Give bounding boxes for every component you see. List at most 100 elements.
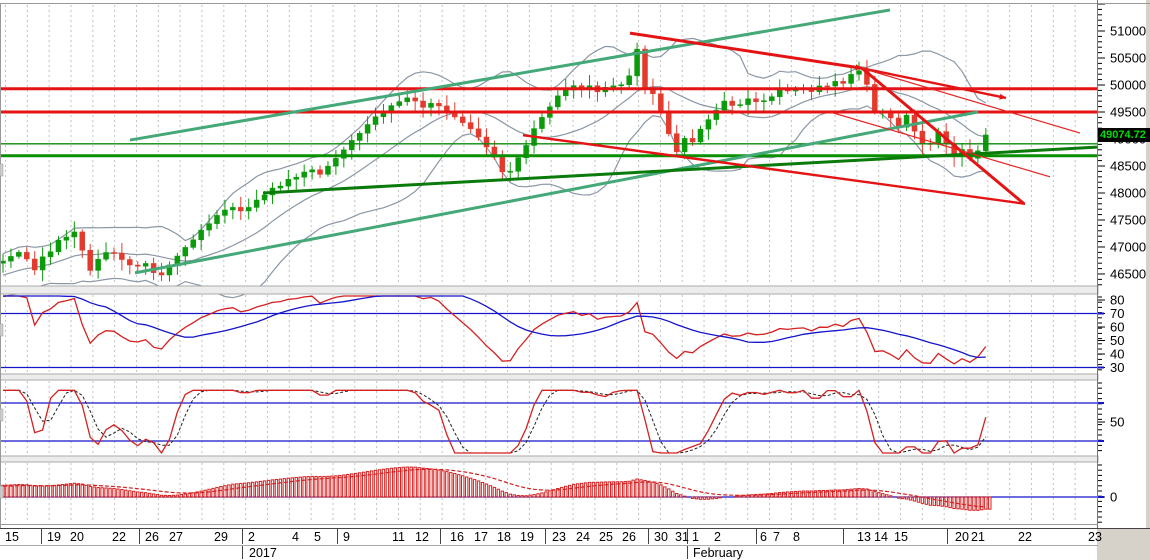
- macd-bar: [809, 490, 814, 498]
- macd-bar: [480, 481, 485, 498]
- macd-bar: [801, 490, 806, 498]
- axis-label: 19: [47, 530, 61, 544]
- axis-label: 14: [874, 530, 888, 544]
- macd-bar: [52, 484, 57, 498]
- macd-bar: [849, 488, 853, 498]
- axis-label: 25: [599, 530, 613, 544]
- axis-label: 60: [1110, 320, 1124, 335]
- macd-bar: [21, 484, 25, 498]
- panel-separator[interactable]: [0, 285, 1099, 295]
- macd-bar: [314, 475, 318, 498]
- axis-label: 8: [793, 530, 800, 544]
- axis-label: 22: [1018, 530, 1032, 544]
- macd-bar: [425, 467, 429, 498]
- candle: [523, 145, 529, 159]
- macd-bar: [167, 494, 172, 498]
- axis-label: 30: [1110, 360, 1124, 375]
- axis-label: 50: [1110, 414, 1124, 429]
- panel-separator[interactable]: [0, 373, 1099, 381]
- panel-borders: [0, 0, 1150, 528]
- axis-label: 7: [773, 530, 780, 544]
- candle: [134, 264, 141, 267]
- macd-bar: [108, 487, 112, 498]
- macd-bar: [171, 494, 176, 498]
- macd-bar: [655, 483, 659, 498]
- macd-bar: [488, 485, 493, 498]
- macd-bar: [417, 467, 421, 498]
- time-axis[interactable]: 15 19 20 22 26 27 29 2 4 5 9 11 12 16 17 18 19 23 24 25 26 30…: [0, 528, 1150, 560]
- trend-lines-layer[interactable]: [0, 8, 1098, 275]
- candle: [142, 263, 149, 267]
- axis-label: 9: [343, 530, 350, 544]
- macd-bar: [179, 494, 184, 498]
- macd-bar: [512, 494, 516, 498]
- candle: [47, 251, 54, 258]
- macd-bar: [464, 476, 469, 498]
- macd-bar: [9, 484, 13, 498]
- candle: [673, 133, 680, 153]
- macd-bar: [651, 481, 655, 498]
- macd-bar: [274, 478, 279, 498]
- macd-bar: [821, 490, 826, 498]
- axis-label: 49500: [1110, 104, 1146, 119]
- candle: [681, 138, 688, 153]
- macd-bar: [468, 477, 473, 498]
- macd-bar: [659, 484, 663, 498]
- macd-bar: [678, 494, 683, 498]
- candle: [721, 100, 728, 111]
- macd-bar: [869, 489, 873, 498]
- axis-label: 23: [552, 530, 566, 544]
- candle: [87, 250, 93, 271]
- macd-bar: [40, 485, 45, 498]
- macd-bar: [461, 475, 465, 498]
- macd-bar: [575, 483, 580, 498]
- stochastic-panel[interactable]: [0, 389, 1097, 455]
- macd-panel[interactable]: [0, 466, 1097, 511]
- macd-bar: [433, 468, 437, 498]
- rsi-panel[interactable]: [0, 295, 1097, 369]
- panel-resize-handle[interactable]: [0, 163, 4, 177]
- price-axis[interactable]: 5100050500500004950049000485004800047500…: [1098, 0, 1150, 560]
- panel-resize-handle[interactable]: [0, 408, 4, 422]
- macd-bar: [504, 492, 509, 498]
- macd-bar: [413, 466, 417, 498]
- panel-resize-handle[interactable]: [0, 323, 4, 337]
- axis-label: 4: [292, 530, 299, 544]
- candle: [79, 231, 86, 251]
- macd-bar: [889, 495, 893, 498]
- macd-bar: [904, 496, 909, 500]
- macd-bar: [120, 489, 124, 498]
- axis-label: 26: [145, 530, 159, 544]
- macd-bar: [556, 488, 560, 498]
- candle: [55, 240, 62, 253]
- macd-bar: [936, 496, 940, 507]
- macd-bar: [318, 476, 322, 498]
- panel-separator[interactable]: [0, 455, 1099, 463]
- macd-bar: [528, 494, 532, 498]
- macd-bar: [702, 496, 707, 500]
- macd-bar: [441, 470, 445, 498]
- macd-bar: [472, 479, 477, 498]
- panel-resize-handle[interactable]: [0, 485, 4, 499]
- macd-bar: [694, 496, 699, 500]
- macd-bar: [885, 494, 889, 498]
- macd-bar: [896, 496, 901, 499]
- macd-bar: [635, 478, 639, 498]
- macd-bar: [976, 496, 980, 511]
- macd-bar: [599, 481, 604, 498]
- macd-bar: [219, 486, 223, 498]
- macd-bar: [88, 485, 92, 498]
- macd-bar: [421, 467, 425, 498]
- macd-bar: [571, 483, 576, 498]
- axis-label: 22: [112, 530, 126, 544]
- candle: [475, 128, 482, 138]
- macd-bar: [916, 496, 921, 503]
- candle: [24, 252, 30, 260]
- macd-bar: [290, 477, 294, 498]
- candle: [261, 194, 268, 201]
- macd-bar: [710, 496, 715, 500]
- macd-bar: [837, 489, 841, 498]
- macd-bar: [183, 493, 187, 498]
- macd-bar: [873, 491, 877, 498]
- macd-bar: [227, 484, 231, 498]
